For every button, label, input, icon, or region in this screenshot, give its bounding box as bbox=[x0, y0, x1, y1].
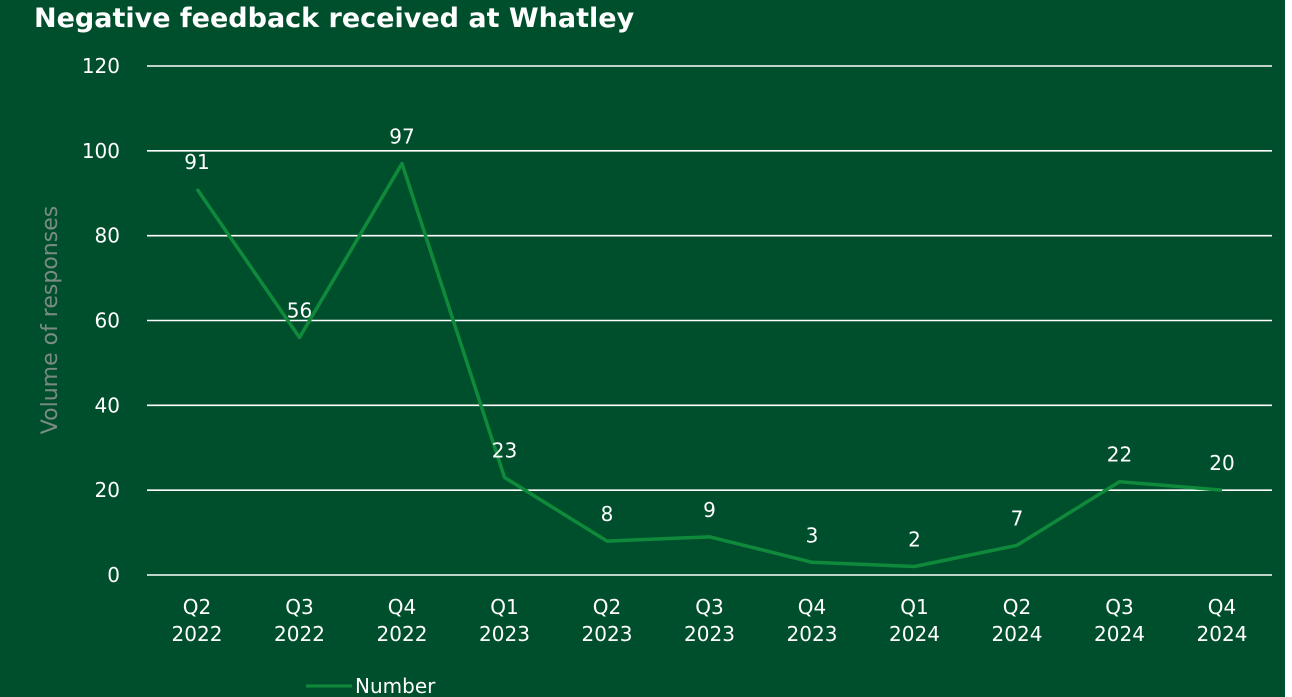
data-labels: 91 56 97 23 8 9 3 2 7 22 20 bbox=[184, 125, 1234, 552]
data-label: 22 bbox=[1107, 443, 1132, 467]
x-tick-year: 2023 bbox=[479, 622, 530, 646]
data-label: 20 bbox=[1209, 451, 1234, 475]
x-tick-quarter: Q2 bbox=[183, 595, 211, 619]
x-tick-quarter: Q2 bbox=[1003, 595, 1031, 619]
x-tick-year: 2024 bbox=[1094, 622, 1145, 646]
x-tick-label: Q2 2022 bbox=[172, 595, 223, 646]
x-tick-year: 2024 bbox=[889, 622, 940, 646]
x-tick-label: Q2 2024 bbox=[992, 595, 1043, 646]
data-label: 23 bbox=[492, 438, 517, 462]
x-tick-quarter: Q1 bbox=[490, 595, 518, 619]
data-label: 8 bbox=[601, 502, 614, 526]
data-label: 9 bbox=[703, 498, 716, 522]
x-tick-label: Q1 2024 bbox=[889, 595, 940, 646]
x-tick-label: Q4 2022 bbox=[377, 595, 428, 646]
data-label: 7 bbox=[1011, 506, 1024, 530]
x-tick-label: Q3 2022 bbox=[274, 595, 325, 646]
x-tick-year: 2023 bbox=[787, 622, 838, 646]
legend-label: Number bbox=[355, 674, 436, 697]
data-label: 91 bbox=[184, 150, 209, 174]
data-label: 56 bbox=[287, 298, 312, 322]
x-tick-year: 2024 bbox=[992, 622, 1043, 646]
chart-title: Negative feedback received at Whatley bbox=[34, 3, 635, 34]
x-tick-label: Q3 2024 bbox=[1094, 595, 1145, 646]
x-tick-quarter: Q1 bbox=[900, 595, 928, 619]
x-tick-year: 2023 bbox=[684, 622, 735, 646]
x-tick-label: Q4 2024 bbox=[1197, 595, 1248, 646]
x-tick-quarter: Q2 bbox=[593, 595, 621, 619]
x-tick-year: 2022 bbox=[274, 622, 325, 646]
y-tick-label: 120 bbox=[82, 54, 120, 78]
data-label: 3 bbox=[806, 523, 819, 547]
gridlines bbox=[147, 65, 1272, 576]
x-tick-quarter: Q3 bbox=[695, 595, 723, 619]
x-tick-year: 2024 bbox=[1197, 622, 1248, 646]
series-line-number bbox=[195, 161, 1223, 569]
x-tick-label: Q1 2023 bbox=[479, 595, 530, 646]
x-tick-year: 2023 bbox=[582, 622, 633, 646]
x-tick-year: 2022 bbox=[172, 622, 223, 646]
y-tick-label: 60 bbox=[95, 309, 120, 333]
x-axis-ticks: Q2 2022 Q3 2022 Q4 2022 Q1 2023 Q2 2023 Q3 2023 Q4 20… bbox=[172, 595, 1248, 646]
x-tick-quarter: Q3 bbox=[1105, 595, 1133, 619]
x-tick-year: 2022 bbox=[377, 622, 428, 646]
x-tick-quarter: Q3 bbox=[285, 595, 313, 619]
y-tick-label: 100 bbox=[82, 139, 120, 163]
x-tick-quarter: Q4 bbox=[388, 595, 416, 619]
y-tick-label: 0 bbox=[107, 563, 120, 587]
data-label: 2 bbox=[908, 528, 921, 552]
y-tick-label: 20 bbox=[95, 478, 120, 502]
legend: Number bbox=[306, 674, 436, 697]
data-label: 97 bbox=[389, 125, 414, 149]
x-tick-quarter: Q4 bbox=[798, 595, 826, 619]
y-axis-ticks: 0 20 40 60 80 100 120 bbox=[82, 54, 120, 587]
x-tick-label: Q4 2023 bbox=[787, 595, 838, 646]
y-tick-label: 40 bbox=[95, 393, 120, 417]
y-tick-label: 80 bbox=[95, 224, 120, 248]
series-layer bbox=[195, 161, 1223, 569]
x-tick-label: Q2 2023 bbox=[582, 595, 633, 646]
y-axis-label: Volume of responses bbox=[38, 206, 63, 434]
x-tick-label: Q3 2023 bbox=[684, 595, 735, 646]
x-tick-quarter: Q4 bbox=[1208, 595, 1236, 619]
